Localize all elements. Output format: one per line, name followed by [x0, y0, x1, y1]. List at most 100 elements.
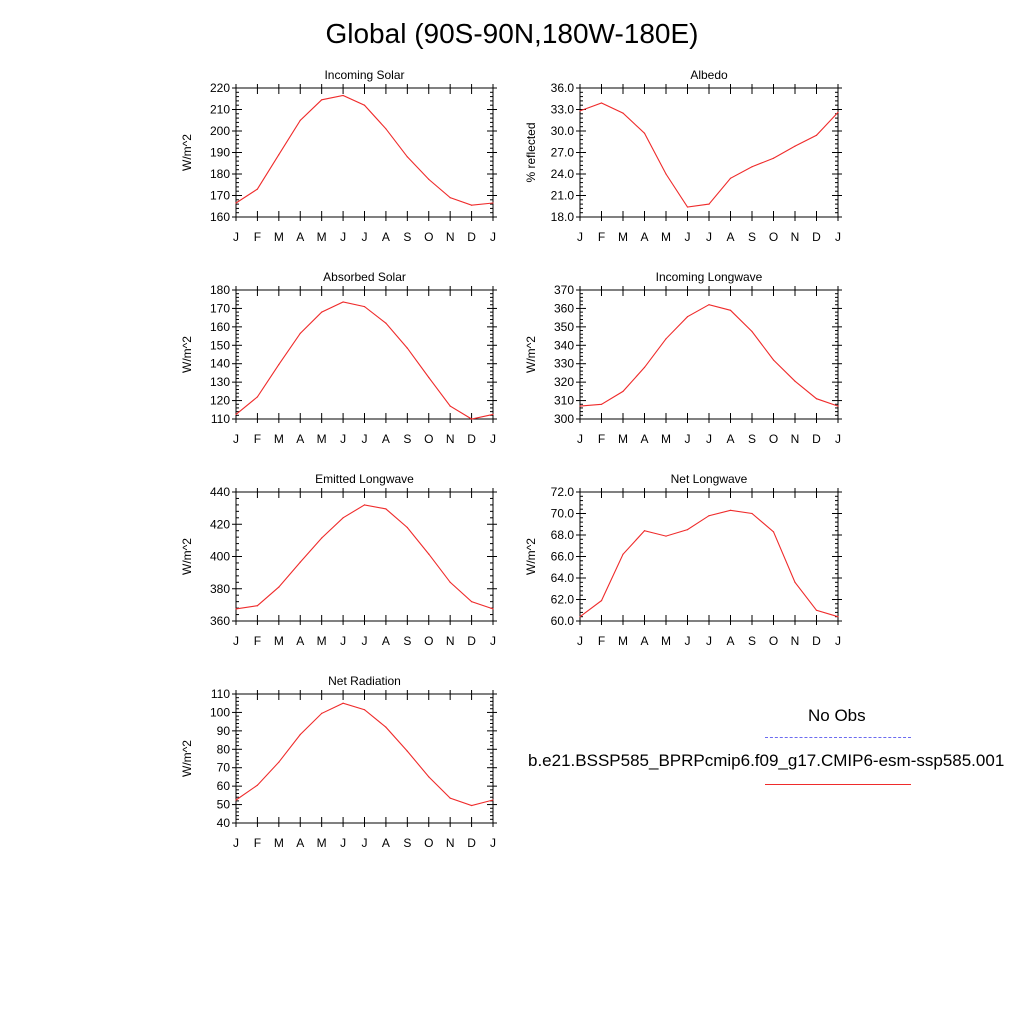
data-point — [321, 99, 323, 101]
data-point — [492, 608, 494, 610]
x-tick-label: N — [446, 432, 455, 446]
y-tick-label: 18.0 — [551, 210, 575, 224]
x-tick-label: D — [467, 836, 476, 850]
x-tick-label: A — [382, 432, 390, 446]
y-tick-label: 72.0 — [551, 485, 575, 499]
data-point — [278, 586, 280, 588]
data-point — [665, 338, 667, 340]
x-tick-label: A — [382, 634, 390, 648]
x-tick-label: M — [618, 230, 628, 244]
chart-title: Absorbed Solar — [323, 270, 406, 284]
x-tick-label: M — [317, 836, 327, 850]
x-tick-label: S — [403, 634, 411, 648]
chart-panel: Net Longwave W/m^2 60.0 62.0 64.0 66.0 68.0 70.… — [524, 472, 842, 648]
data-point — [428, 376, 430, 379]
y-tick-label: 120 — [210, 394, 230, 408]
x-tick-label: D — [467, 230, 476, 244]
x-tick-label: F — [598, 230, 605, 244]
y-tick-label: 180 — [210, 283, 230, 297]
y-axis-label: W/m^2 — [180, 134, 194, 171]
data-point — [622, 553, 624, 555]
data-point — [363, 709, 366, 711]
x-tick-label: O — [424, 634, 433, 648]
x-tick-label: M — [661, 230, 671, 244]
data-point — [600, 600, 603, 602]
data-point — [751, 330, 753, 333]
y-tick-label: 30.0 — [551, 124, 575, 138]
plot-frame — [235, 87, 494, 218]
x-tick-label: A — [296, 230, 304, 244]
y-tick-label: 21.0 — [551, 189, 575, 203]
x-tick-label: N — [446, 230, 455, 244]
data-point — [665, 535, 667, 537]
chart-title: Incoming Solar — [324, 68, 404, 82]
x-tick-label: J — [835, 230, 841, 244]
data-point — [751, 166, 753, 168]
y-tick-label: 110 — [211, 412, 230, 426]
x-tick-label: D — [467, 432, 476, 446]
x-tick-label: N — [791, 432, 800, 446]
data-point — [492, 799, 494, 801]
x-tick-label: M — [618, 634, 628, 648]
data-point — [406, 347, 408, 349]
x-tick-label: S — [403, 432, 411, 446]
y-tick-label: 360 — [554, 301, 574, 315]
data-point — [299, 332, 301, 334]
x-tick-label: J — [490, 432, 496, 446]
x-tick-label: M — [317, 432, 327, 446]
data-point — [278, 761, 280, 763]
data-point — [235, 608, 237, 610]
y-axis-label: W/m^2 — [524, 336, 538, 373]
x-tick-label: M — [661, 634, 671, 648]
chart-title: Emitted Longwave — [315, 472, 414, 486]
x-tick-label: A — [640, 634, 648, 648]
x-tick-label: J — [685, 432, 691, 446]
chart-panel: Incoming Longwave W/m^2 300 310 320 330 340 350… — [524, 270, 842, 446]
data-point — [299, 119, 301, 121]
chart-panel: Absorbed Solar W/m^2 110 120 130 140 150 160 170… — [180, 270, 497, 446]
y-axis-label: % reflected — [524, 122, 538, 182]
x-tick-label: A — [382, 836, 390, 850]
data-point — [600, 102, 603, 104]
x-tick-label: J — [577, 432, 583, 446]
x-tick-label: J — [835, 634, 841, 648]
data-point — [794, 380, 796, 382]
y-tick-label: 66.0 — [551, 550, 575, 564]
data-point — [278, 364, 280, 366]
x-tick-label: J — [233, 432, 239, 446]
x-tick-label: J — [490, 634, 496, 648]
y-tick-label: 62.0 — [551, 593, 575, 607]
y-tick-label: 420 — [210, 517, 230, 531]
series-line — [235, 301, 494, 420]
x-tick-label: J — [233, 836, 239, 850]
series-line — [579, 509, 839, 618]
y-tick-label: 70.0 — [551, 507, 575, 521]
data-point — [342, 517, 344, 519]
data-point — [363, 306, 366, 308]
data-point — [428, 776, 430, 778]
data-point — [729, 509, 732, 511]
y-axis-label: W/m^2 — [180, 740, 194, 777]
chart-title: Albedo — [690, 68, 728, 82]
data-point — [385, 322, 387, 324]
data-point — [471, 418, 473, 420]
x-tick-label: J — [685, 230, 691, 244]
data-point — [449, 197, 451, 199]
data-point — [256, 188, 258, 190]
x-tick-label: O — [769, 634, 778, 648]
data-point — [342, 301, 344, 303]
series-line — [579, 102, 839, 208]
x-tick-label: J — [490, 230, 496, 244]
y-tick-label: 150 — [210, 338, 230, 352]
x-tick-label: N — [791, 230, 800, 244]
data-point — [622, 390, 624, 392]
data-point — [363, 104, 366, 106]
data-point — [235, 413, 237, 415]
series-line — [235, 94, 494, 206]
data-point — [342, 94, 344, 97]
x-tick-label: A — [382, 230, 390, 244]
x-tick-label: A — [640, 432, 648, 446]
y-tick-label: 170 — [210, 301, 230, 315]
y-tick-label: 360 — [210, 614, 230, 628]
y-tick-label: 50 — [217, 798, 231, 812]
